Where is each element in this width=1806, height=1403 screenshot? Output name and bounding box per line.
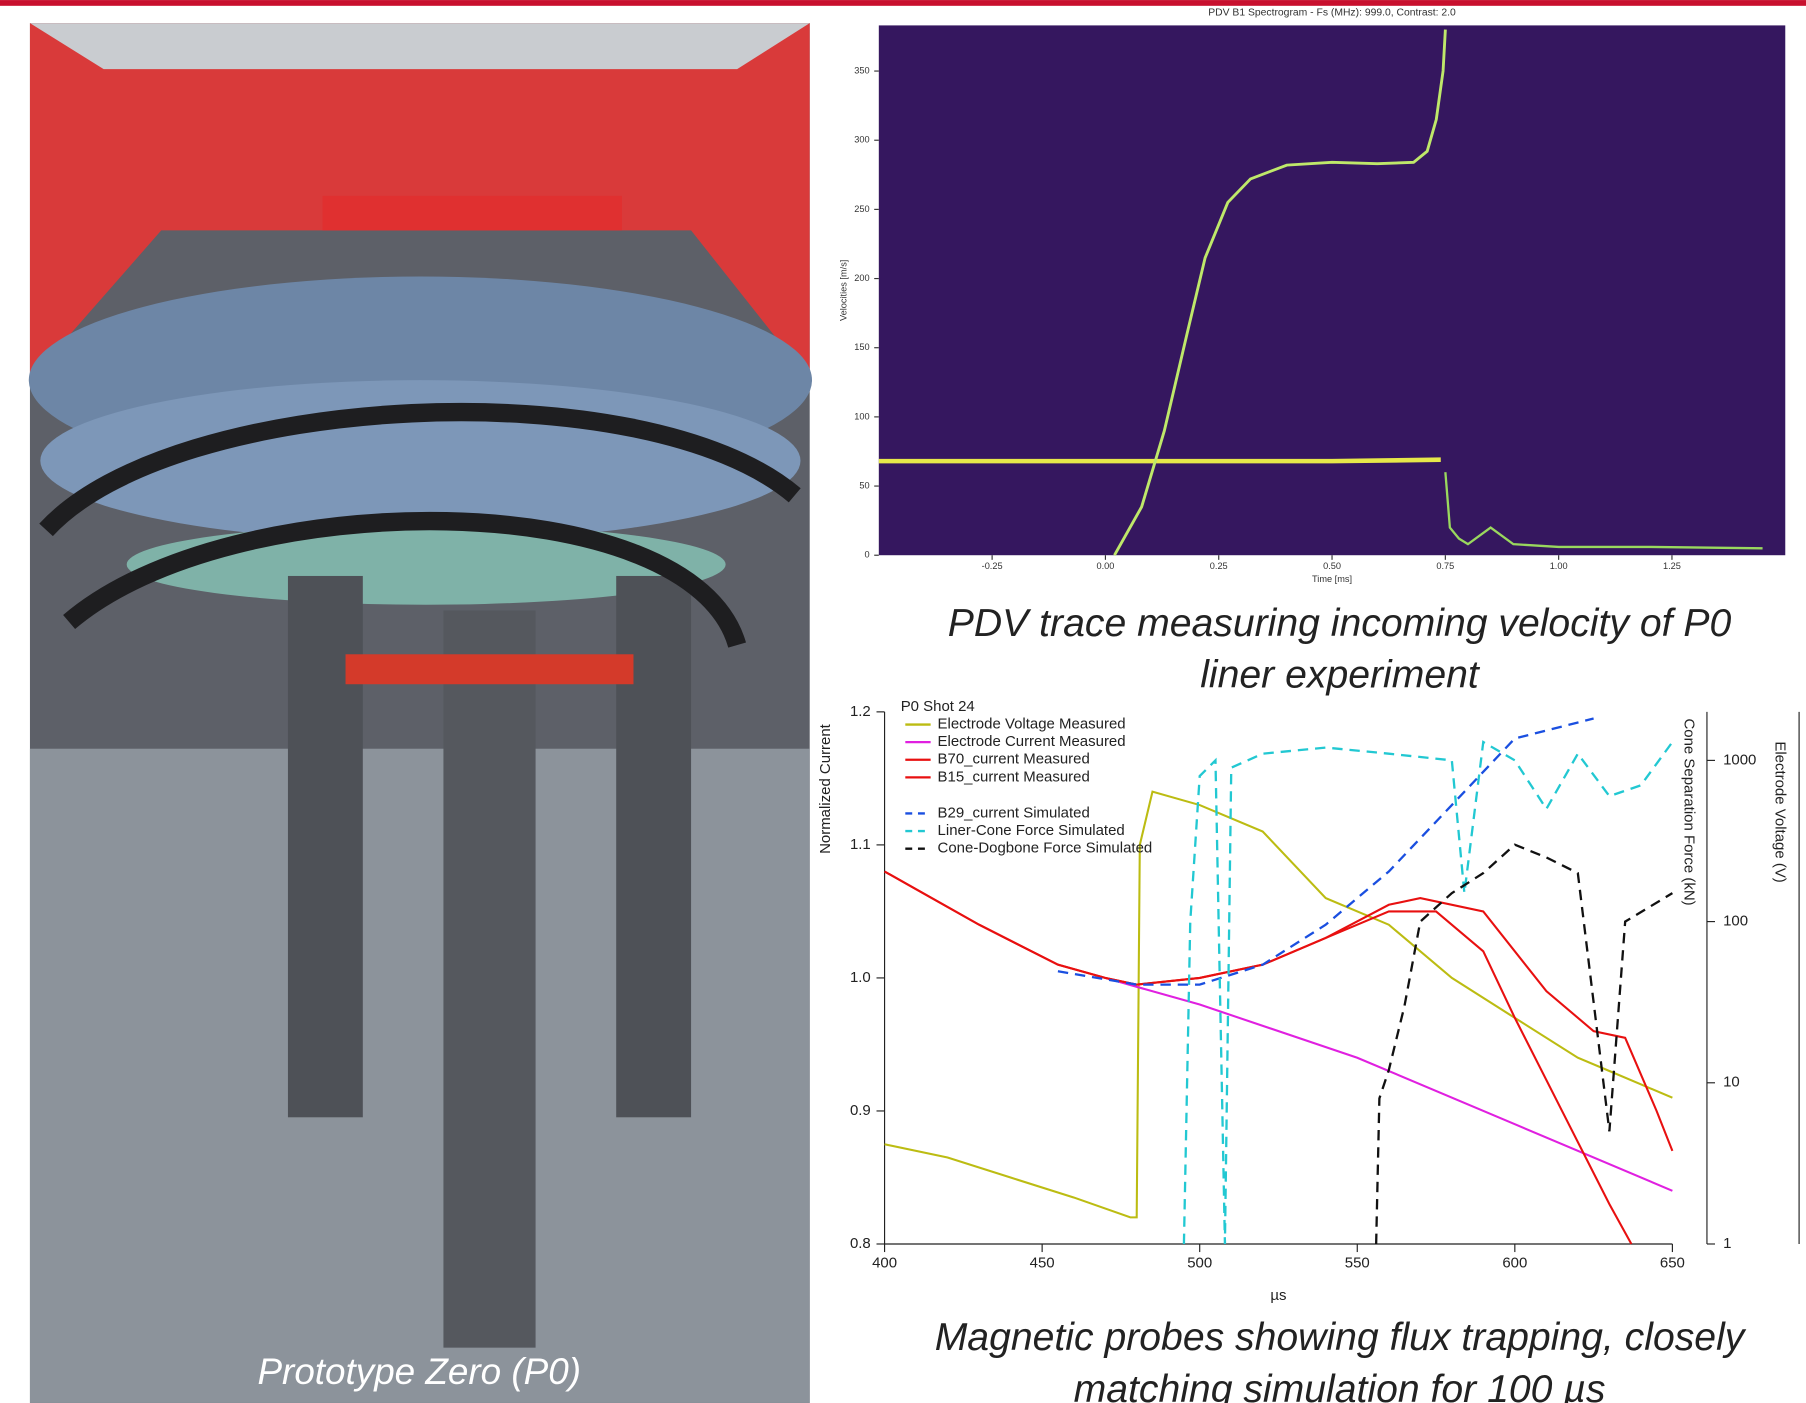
y-tick-label: 1.1	[850, 836, 871, 853]
photo	[29, 23, 812, 1403]
y-tick-label: 0.8	[850, 1235, 871, 1252]
y-tick-label: 1.2	[850, 703, 871, 720]
x-tick-label: 1.25	[1663, 561, 1681, 571]
photo-caption: Prototype Zero (P0)	[257, 1351, 581, 1392]
x-tick-label: 600	[1502, 1255, 1527, 1272]
y-axis-label: Velocities [m/s]	[839, 260, 849, 321]
y3-axis-label: Electrode Voltage (V)	[1772, 741, 1789, 882]
y-tick-label: 50	[859, 480, 869, 490]
x-tick-label: 0.50	[1323, 561, 1341, 571]
legend-label: Electrode Voltage Measured	[938, 715, 1126, 732]
probe-caption: matching simulation for 100 µs	[1074, 1368, 1606, 1403]
legend-label: Cone-Dogbone Force Simulated	[938, 840, 1153, 857]
x-tick-label: 550	[1345, 1255, 1370, 1272]
y-tick-label: 1.0	[850, 969, 871, 986]
pdv-caption: PDV trace measuring incoming velocity of…	[948, 602, 1732, 645]
x-tick-label: 0.25	[1210, 561, 1228, 571]
y-tick-label: 300	[854, 135, 869, 145]
x-tick-label: 1.00	[1550, 561, 1568, 571]
y-tick-label: 250	[854, 204, 869, 214]
x-tick-label: 650	[1660, 1255, 1685, 1272]
y2-tick-label: 100	[1723, 913, 1748, 930]
x-tick-label: 450	[1030, 1255, 1055, 1272]
plot-background	[879, 25, 1785, 555]
probe-caption: Magnetic probes showing flux trapping, c…	[935, 1316, 1747, 1359]
pdv-caption: liner experiment	[1200, 654, 1481, 697]
y-tick-label: 200	[854, 273, 869, 283]
x-tick-label: 400	[872, 1255, 897, 1272]
y-axis-label: Normalized Current	[817, 723, 834, 854]
legend-label: B29_current Simulated	[938, 804, 1090, 821]
x-axis-label: Time [ms]	[1312, 574, 1352, 584]
legend-title: P0 Shot 24	[901, 698, 975, 715]
x-tick-label: 0.75	[1436, 561, 1454, 571]
series-line	[885, 872, 1673, 1151]
series-line	[885, 872, 1632, 1244]
y-tick-label: 100	[854, 411, 869, 421]
x-axis-label: µs	[1270, 1287, 1286, 1304]
top-bar	[0, 0, 1806, 6]
y-tick-label: 150	[854, 342, 869, 352]
y2-tick-label: 1	[1723, 1235, 1731, 1252]
y2-tick-label: 1000	[1723, 751, 1756, 768]
x-tick-label: 500	[1187, 1255, 1212, 1272]
y2-axis-label: Cone Separation Force (kN)	[1681, 718, 1698, 905]
y2-tick-label: 10	[1723, 1074, 1740, 1091]
x-tick-label: 0.00	[1096, 561, 1114, 571]
series-line	[879, 460, 1441, 461]
x-tick-label: -0.25	[982, 561, 1003, 571]
legend-label: Liner-Cone Force Simulated	[938, 822, 1125, 839]
legend-label: B15_current Measured	[938, 768, 1090, 785]
legend-label: Electrode Current Measured	[938, 733, 1126, 750]
chart-title: PDV B1 Spectrogram - Fs (MHz): 999.0, Co…	[1208, 7, 1456, 18]
legend-label: B70_current Measured	[938, 751, 1090, 768]
y-tick-label: 350	[854, 65, 869, 75]
y-tick-label: 0	[864, 550, 869, 560]
slide: Prototype Zero (P0) PDV trace measuring …	[0, 0, 1806, 1403]
y-tick-label: 0.9	[850, 1102, 871, 1119]
series-line	[1184, 742, 1672, 1244]
